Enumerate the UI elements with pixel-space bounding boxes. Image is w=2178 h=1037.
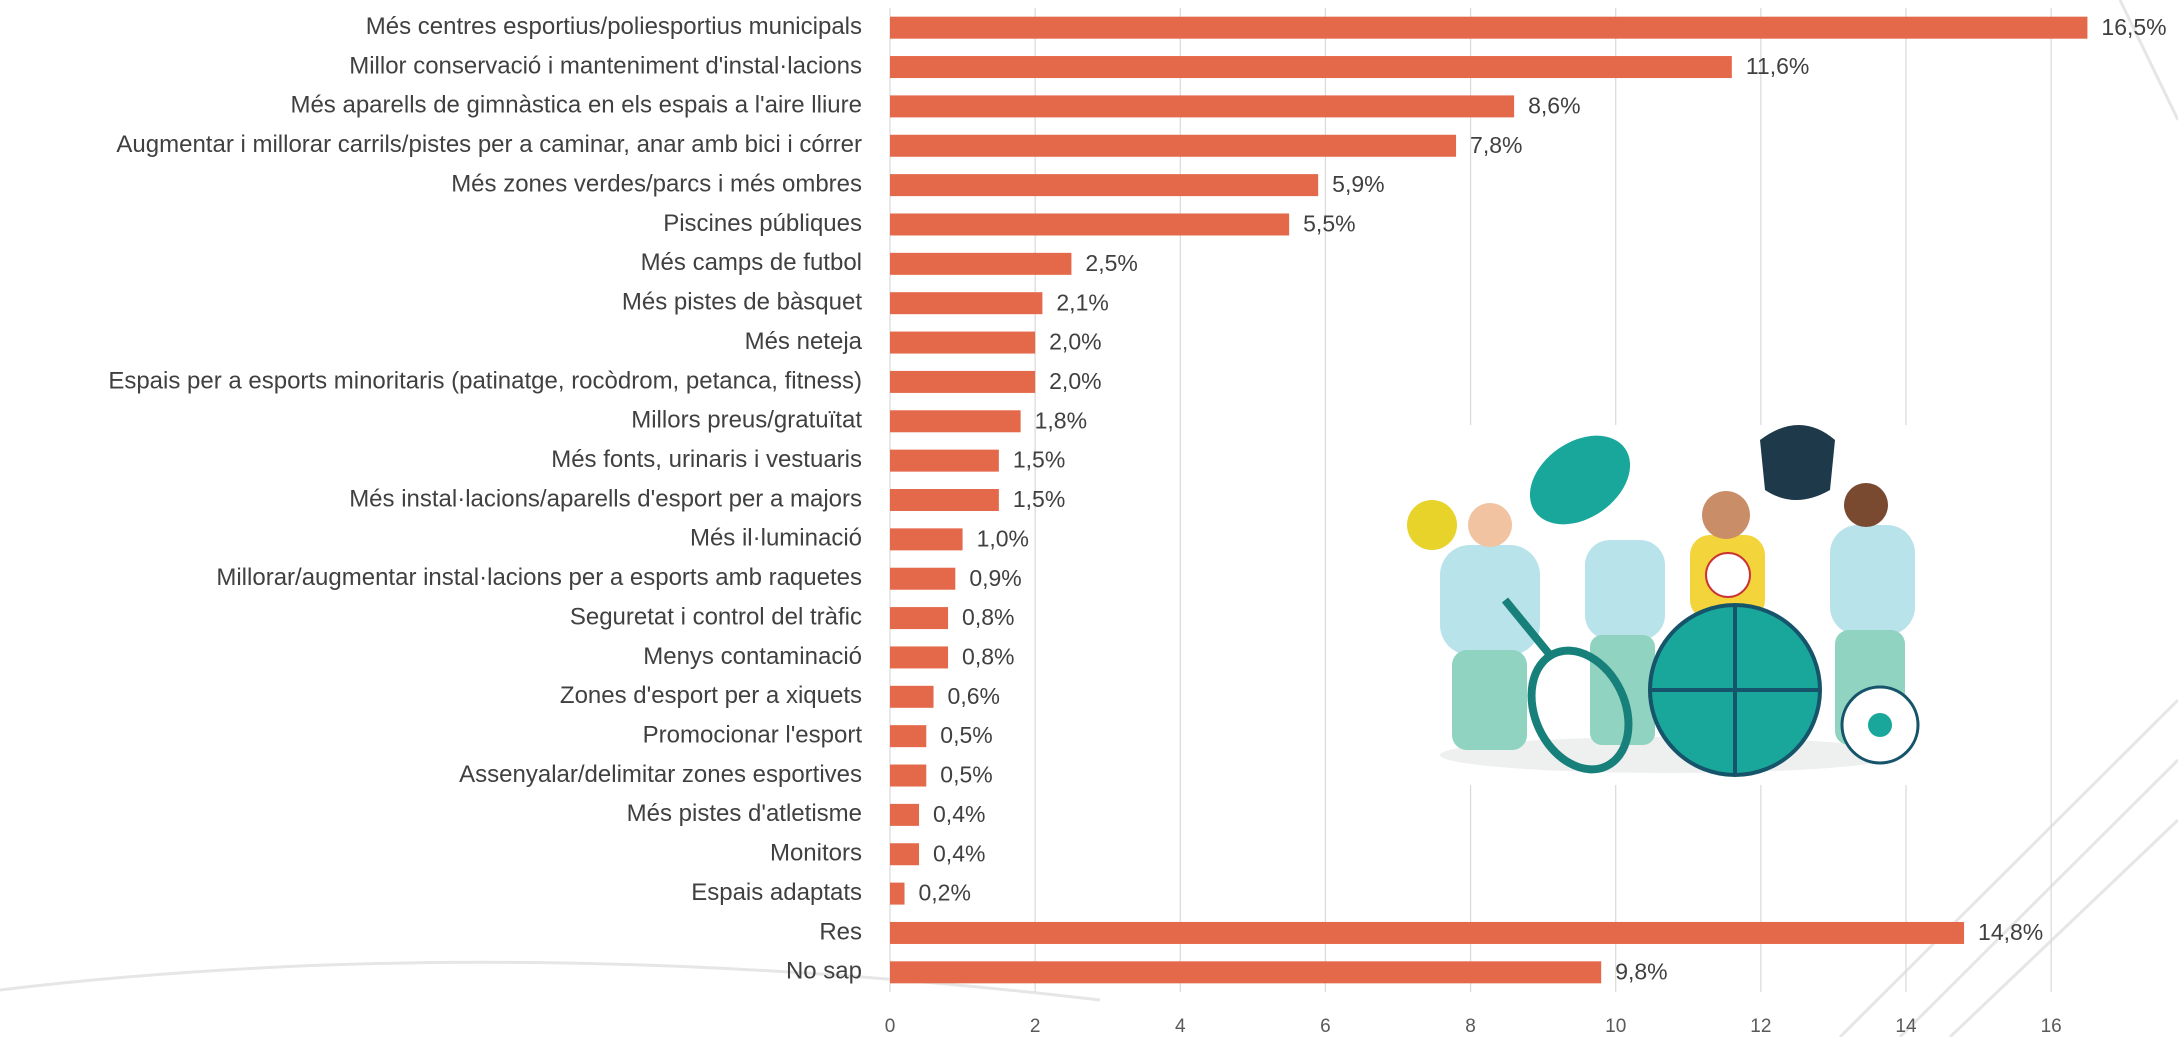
y-tick-label: Assenyalar/delimitar zones esportives bbox=[459, 761, 862, 788]
bar bbox=[890, 134, 1457, 157]
x-tick-label: 14 bbox=[1895, 1016, 1917, 1037]
x-tick-label: 4 bbox=[1175, 1016, 1186, 1037]
value-label: 5,9% bbox=[1332, 171, 1384, 197]
value-label: 8,6% bbox=[1528, 92, 1580, 118]
bar bbox=[890, 843, 920, 866]
bar bbox=[890, 685, 934, 708]
bar bbox=[890, 646, 949, 669]
bar bbox=[890, 528, 963, 551]
y-tick-label: Augmentar i millorar carrils/pistes per … bbox=[116, 131, 862, 158]
value-label: 9,8% bbox=[1615, 958, 1667, 984]
value-label: 0,6% bbox=[948, 683, 1000, 709]
y-tick-label: Res bbox=[819, 918, 862, 945]
value-label: 2,5% bbox=[1085, 250, 1137, 276]
value-label: 0,2% bbox=[919, 880, 971, 906]
y-tick-label: Promocionar l'esport bbox=[643, 722, 863, 749]
value-label: 16,5% bbox=[2101, 14, 2166, 40]
x-tick-label: 6 bbox=[1320, 1016, 1331, 1037]
x-tick-label: 0 bbox=[885, 1016, 896, 1037]
bar bbox=[890, 174, 1319, 197]
value-label: 0,9% bbox=[969, 565, 1021, 591]
bar bbox=[890, 292, 1043, 315]
value-label: 1,8% bbox=[1035, 407, 1087, 433]
bar bbox=[890, 725, 927, 748]
value-label: 14,8% bbox=[1978, 919, 2043, 945]
y-tick-label: Més pistes de bàsquet bbox=[622, 289, 862, 316]
value-label: 1,5% bbox=[1013, 486, 1065, 512]
y-tick-label: Espais adaptats bbox=[691, 879, 862, 906]
y-tick-label: Millorar/augmentar instal·lacions per a … bbox=[216, 564, 862, 591]
value-label: 0,4% bbox=[933, 840, 985, 866]
y-tick-label: Més camps de futbol bbox=[641, 249, 862, 276]
value-label: 0,8% bbox=[962, 644, 1014, 670]
y-tick-label: Més centres esportius/poliesportius muni… bbox=[366, 13, 862, 40]
illustration bbox=[1400, 425, 1940, 785]
bar bbox=[890, 961, 1602, 984]
bar bbox=[890, 882, 905, 905]
value-label: 2,0% bbox=[1049, 368, 1101, 394]
bar bbox=[890, 370, 1036, 393]
y-tick-label: Zones d'esport per a xiquets bbox=[560, 682, 862, 709]
bar bbox=[890, 410, 1021, 433]
bar bbox=[890, 16, 2088, 39]
y-tick-label: Monitors bbox=[770, 840, 862, 867]
bar bbox=[890, 921, 1965, 944]
value-label: 0,8% bbox=[962, 604, 1014, 630]
y-tick-label: Espais per a esports minoritaris (patina… bbox=[108, 367, 862, 394]
value-label: 7,8% bbox=[1470, 132, 1522, 158]
bar bbox=[890, 56, 1732, 79]
y-tick-label: Més aparells de gimnàstica en els espais… bbox=[290, 92, 862, 119]
bar bbox=[890, 449, 999, 472]
y-tick-label: Piscines públiques bbox=[663, 210, 862, 237]
x-tick-label: 10 bbox=[1605, 1016, 1626, 1037]
value-label: 5,5% bbox=[1303, 211, 1355, 237]
value-label: 0,4% bbox=[933, 801, 985, 827]
value-label: 2,1% bbox=[1056, 289, 1108, 315]
y-tick-label: Millor conservació i manteniment d'insta… bbox=[349, 52, 862, 79]
value-label: 11,6% bbox=[1746, 53, 1810, 79]
value-label: 1,0% bbox=[977, 525, 1029, 551]
bar bbox=[890, 95, 1515, 118]
y-tick-label: No sap bbox=[786, 958, 862, 985]
y-tick-label: Més pistes d'atletisme bbox=[627, 800, 862, 827]
x-tick-label: 8 bbox=[1465, 1016, 1476, 1037]
y-tick-label: Menys contaminació bbox=[643, 643, 862, 670]
value-label: 0,5% bbox=[940, 722, 992, 748]
x-tick-label: 16 bbox=[2041, 1016, 2062, 1037]
y-tick-label: Més zones verdes/parcs i més ombres bbox=[451, 170, 862, 197]
x-tick-label: 12 bbox=[1750, 1016, 1771, 1037]
bar bbox=[890, 567, 956, 590]
bar bbox=[890, 331, 1036, 354]
bar bbox=[890, 764, 927, 787]
bar bbox=[890, 252, 1072, 275]
bar bbox=[890, 607, 949, 630]
y-tick-label: Millors preus/gratuïtat bbox=[631, 407, 862, 434]
value-label: 1,5% bbox=[1013, 447, 1065, 473]
bar bbox=[890, 489, 999, 511]
y-tick-label: Seguretat i control del tràfic bbox=[570, 603, 862, 630]
y-tick-label: Més il·luminació bbox=[690, 525, 862, 552]
value-label: 2,0% bbox=[1049, 329, 1101, 355]
y-tick-label: Més neteja bbox=[745, 328, 863, 355]
bar bbox=[890, 213, 1290, 236]
x-tick-label: 2 bbox=[1030, 1016, 1041, 1037]
bar bbox=[890, 803, 920, 826]
value-label: 0,5% bbox=[940, 762, 992, 788]
y-tick-label: Més fonts, urinaris i vestuaris bbox=[551, 446, 862, 473]
y-tick-label: Més instal·lacions/aparells d'esport per… bbox=[349, 485, 862, 512]
